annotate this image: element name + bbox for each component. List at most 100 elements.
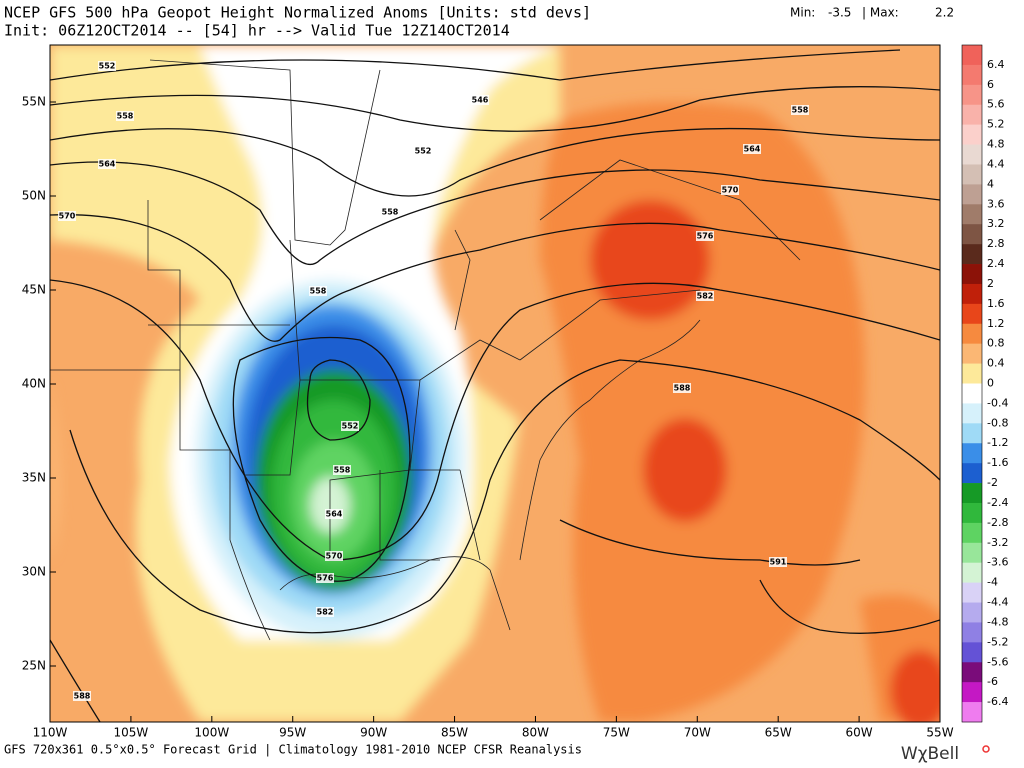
colorbar-swatch: [962, 124, 982, 145]
contour-label-bg: [333, 465, 351, 475]
colorbar-swatch: [962, 84, 982, 106]
logo-mark: [982, 745, 990, 753]
longitude-label: 90W: [360, 726, 387, 740]
colorbar-label: 5.6: [987, 98, 1005, 111]
max-value: 2.2: [935, 6, 954, 20]
colorbar-swatch: [962, 244, 982, 265]
colorbar-swatch: [962, 164, 982, 185]
longitude-label: 110W: [33, 726, 68, 740]
colorbar-swatch: [962, 582, 982, 603]
contour-label-bg: [381, 207, 399, 217]
latitude-label: 40N: [22, 377, 46, 391]
contour-label-bg: [98, 61, 116, 71]
colorbar-label: -4.8: [987, 615, 1008, 628]
contour-label: 552: [342, 422, 359, 431]
contour-label-bg: [98, 159, 116, 169]
min-value: -3.5: [828, 6, 851, 20]
colorbar-swatch: [962, 502, 982, 524]
colorbar-swatch: [962, 204, 982, 225]
contour-label: 591: [770, 558, 787, 567]
contour-label: 558: [334, 466, 351, 475]
latitude-label: 45N: [22, 283, 46, 297]
contour-label-bg: [73, 691, 91, 701]
contour-label-bg: [769, 557, 787, 567]
contour-label-bg: [309, 286, 327, 296]
contour-label: 576: [317, 574, 334, 583]
colorbar-swatch: [962, 542, 982, 564]
colorbar-label: 4: [987, 177, 994, 190]
colorbar-swatch: [962, 264, 982, 285]
colorbar-swatch: [962, 45, 982, 66]
contour-label: 582: [317, 608, 334, 617]
contour-label-bg: [341, 421, 359, 431]
colorbar-label: -2.4: [987, 496, 1008, 509]
contour-label: 558: [117, 112, 134, 121]
colorbar-swatch: [962, 224, 982, 245]
colorbar-swatch: [962, 562, 982, 583]
longitude-label: 95W: [279, 726, 306, 740]
colorbar-label: -5.2: [987, 635, 1008, 648]
longitude-label: 70W: [684, 726, 711, 740]
colorbar-label: -1.6: [987, 456, 1008, 469]
colorbar-label: 0.4: [987, 357, 1005, 370]
longitude-label: 100W: [194, 726, 229, 740]
contour-label: 570: [59, 212, 76, 221]
colorbar-label: -6.4: [987, 695, 1008, 708]
longitude-label: 105W: [114, 726, 149, 740]
colorbar-swatch: [962, 423, 982, 444]
contour-label: 588: [674, 384, 691, 393]
colorbar-swatch: [962, 463, 982, 484]
colorbar-label: -3.6: [987, 556, 1008, 569]
colorbar-swatch: [962, 303, 982, 325]
colorbar-swatch: [962, 622, 982, 643]
contour-label: 558: [382, 208, 399, 217]
contour-label-bg: [316, 573, 334, 583]
contour-label-bg: [471, 95, 489, 105]
latitude-label: 50N: [22, 189, 46, 203]
colorbar-label: 3.6: [987, 197, 1005, 210]
colorbar-swatch: [962, 283, 982, 305]
contour-label: 570: [326, 552, 343, 561]
colorbar-label: 5.2: [987, 118, 1005, 131]
colorbar-label: 6: [987, 78, 994, 91]
colorbar-swatch: [962, 104, 982, 125]
longitude-label: 65W: [765, 726, 792, 740]
longitude-label: 75W: [603, 726, 630, 740]
colorbar-label: 2.8: [987, 237, 1005, 250]
contour-label: 558: [310, 287, 327, 296]
colorbar-label: 1.6: [987, 297, 1005, 310]
contour-label: 588: [74, 692, 91, 701]
colorbar-label: -0.8: [987, 416, 1008, 429]
colorbar-label: -4.4: [987, 596, 1008, 609]
contour-label-bg: [743, 144, 761, 154]
colorbar-swatch: [962, 702, 982, 723]
contour-label: 552: [99, 62, 116, 71]
colorbar-label: -6: [987, 675, 998, 688]
contour-label-bg: [58, 211, 76, 221]
colorbar-label: 3.2: [987, 217, 1005, 230]
min-label: Min:: [790, 6, 815, 20]
contour-label-bg: [721, 185, 739, 195]
latitude-label: 30N: [22, 565, 46, 579]
contour-label-bg: [696, 291, 714, 301]
colorbar-label: 2.4: [987, 257, 1005, 270]
latitude-label: 25N: [22, 659, 46, 673]
contour-label-bg: [325, 551, 343, 561]
colorbar-swatch: [962, 64, 982, 86]
contour-label-bg: [116, 111, 134, 121]
title: NCEP GFS 500 hPa Geopot Height Normalize…: [4, 4, 591, 22]
contour-label: 564: [99, 160, 116, 169]
longitude-label: 60W: [846, 726, 873, 740]
colorbar-swatch: [962, 383, 982, 404]
colorbar-swatch: [962, 522, 982, 544]
colorbar-swatch: [962, 184, 982, 205]
init-line: Init: 06Z12OCT2014 -- [54] hr --> Valid …: [4, 22, 510, 40]
colorbar-swatch: [962, 682, 982, 703]
colorbar-swatch: [962, 483, 982, 504]
contour-label: 582: [697, 292, 714, 301]
contour-label: 564: [326, 510, 343, 519]
longitude-label: 55W: [926, 726, 953, 740]
colorbar-swatch: [962, 443, 982, 464]
